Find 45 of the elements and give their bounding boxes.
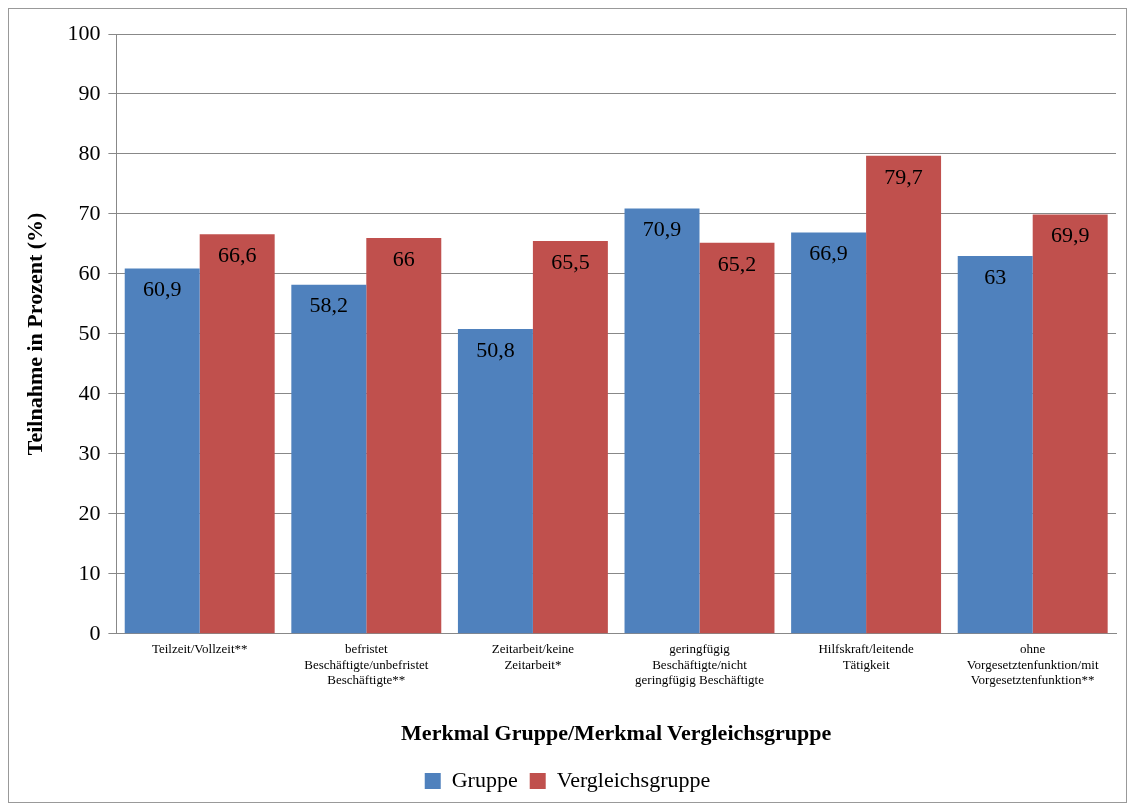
bar xyxy=(532,240,608,634)
y-tick-label: 70 xyxy=(78,199,101,225)
x-tick-label: Zeitarbeit/keine Zeitarbeit* xyxy=(491,641,575,672)
y-tick-label: 100 xyxy=(67,19,101,45)
bar xyxy=(866,155,942,634)
data-label: 70,9 xyxy=(642,216,682,242)
bar xyxy=(699,242,775,634)
bar xyxy=(624,208,700,634)
x-axis-title: Merkmal Gruppe/Merkmal Vergleichsgruppe xyxy=(401,720,832,746)
bar xyxy=(124,268,200,634)
x-tick-label: Teilzeit/Vollzeit** xyxy=(151,641,248,657)
y-axis-title: Teilnahme in Prozent (%) xyxy=(21,212,47,456)
data-label: 69,9 xyxy=(1050,222,1090,248)
bar xyxy=(457,329,533,634)
x-tick-label: ohne Vorgesetztenfunktion/mit Vorgesetztenfunktion** xyxy=(966,641,1099,688)
data-label: 63 xyxy=(984,263,1007,289)
y-tick-label: 30 xyxy=(78,439,101,465)
bar xyxy=(957,255,1033,634)
y-tick-label: 80 xyxy=(78,139,101,165)
legend-label: Gruppe xyxy=(451,766,518,792)
y-tick-label: 0 xyxy=(89,619,101,645)
data-label: 79,7 xyxy=(884,163,923,189)
data-label: 66,6 xyxy=(217,242,257,268)
bar xyxy=(1032,214,1108,634)
y-tick-label: 20 xyxy=(78,499,101,525)
x-tick-label: befristet Beschäftigte/unbefristet Beschäftigte** xyxy=(304,641,429,688)
bar xyxy=(366,237,442,634)
bar xyxy=(291,284,367,634)
y-tick-label: 60 xyxy=(78,259,101,285)
data-label: 66 xyxy=(392,245,415,271)
bar xyxy=(199,234,275,634)
data-label: 65,5 xyxy=(551,248,590,274)
y-tick-label: 90 xyxy=(78,79,101,105)
data-label: 50,8 xyxy=(476,336,515,362)
data-label: 60,9 xyxy=(142,276,182,302)
x-tick-label: Hilfskraft/leitende Tätigkeit xyxy=(818,641,914,672)
data-label: 66,9 xyxy=(809,240,848,266)
data-label: 65,2 xyxy=(717,250,757,276)
x-tick-label: geringfügig Beschäftigte/nicht geringfügig Beschäftigte xyxy=(635,641,765,688)
y-tick-label: 50 xyxy=(78,319,101,345)
data-label: 58,2 xyxy=(309,292,349,318)
y-tick-label: 40 xyxy=(78,379,101,405)
bar xyxy=(791,232,867,634)
y-tick-label: 10 xyxy=(78,559,101,585)
legend-label: Vergleichsgruppe xyxy=(556,766,711,792)
